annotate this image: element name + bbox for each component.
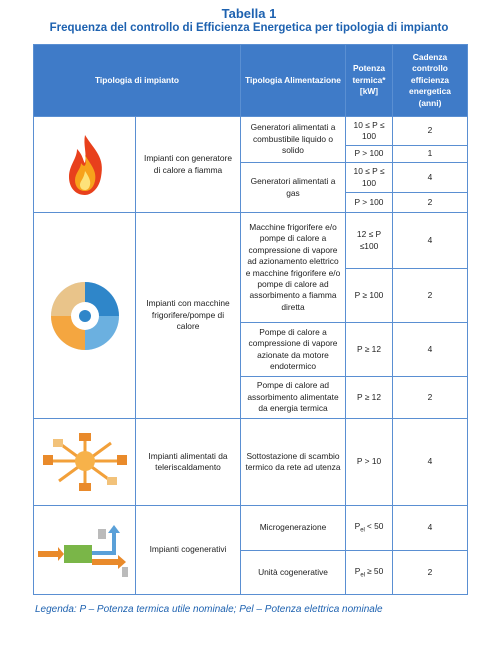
- alimentazione-cell: Sottostazione di scambio termico da rete…: [240, 418, 346, 506]
- cadenza-cell: 1: [392, 145, 468, 163]
- header-cell: Potenza termica* [kW]: [345, 44, 393, 117]
- subscript: el: [360, 572, 365, 579]
- cadenza-cell: 2: [392, 192, 468, 213]
- cadenza-cell: 2: [392, 268, 468, 323]
- cadenza-cell: 4: [392, 212, 468, 269]
- table-title: Tabella 1: [221, 6, 277, 21]
- flame-icon: [68, 134, 102, 195]
- potenza-cell: P ≥ 12: [345, 322, 393, 377]
- header-cell: Cadenza controllo efficienza energetica …: [392, 44, 468, 117]
- impianto-cell: Impianti cogenerativi: [135, 505, 241, 595]
- cadenza-cell: 4: [392, 322, 468, 377]
- table: Tipologia di impianto Tipologia Alimenta…: [33, 44, 468, 595]
- potenza-cell: 12 ≤ P ≤100: [345, 212, 393, 269]
- potenza-cell: Pel < 50: [345, 505, 393, 551]
- header-cell: Tipologia Alimentazione: [240, 44, 346, 117]
- potenza-cell: 10 ≤ P ≤ 100: [345, 162, 393, 193]
- alimentazione-cell: Pompe di calore a compressione di vapore…: [240, 322, 346, 377]
- alimentazione-cell: Generatori alimentati a combustibile liq…: [240, 116, 346, 163]
- alimentazione-cell: Pompe di calore ad assorbimento alimenta…: [240, 376, 346, 419]
- alimentazione-cell: Unità cogenerative: [240, 550, 346, 595]
- icon-cell: [33, 212, 136, 419]
- legend: Legenda: P – Potenza termica utile nomin…: [35, 604, 383, 615]
- potenza-cell: Pel ≥ 50: [345, 550, 393, 595]
- cadenza-cell: 4: [392, 505, 468, 551]
- heatpump-icon: [50, 281, 119, 350]
- potenza-cell: P > 10: [345, 418, 393, 506]
- condition: < 50: [366, 521, 384, 532]
- potenza-cell: P ≥ 100: [345, 268, 393, 323]
- symbol: P: [354, 521, 361, 532]
- impianto-cell: Impianti con macchine frigorifere/pompe …: [135, 212, 241, 419]
- alimentazione-cell: Macchine frigorifere e/o pompe di calore…: [240, 212, 346, 323]
- potenza-cell: 10 ≤ P ≤ 100: [345, 116, 393, 146]
- cadenza-cell: 2: [392, 116, 468, 146]
- symbol: P: [354, 565, 361, 576]
- header-cell: Tipologia di impianto: [33, 44, 241, 117]
- table-subtitle: Frequenza del controllo di Efficienza En…: [49, 22, 449, 34]
- alimentazione-cell: Microgenerazione: [240, 505, 346, 551]
- impianto-cell: Impianti con generatore di calore a fiam…: [135, 116, 241, 213]
- potenza-cell: P > 100: [345, 145, 393, 163]
- icon-cell: [33, 505, 136, 595]
- condition: ≥ 50: [367, 565, 384, 576]
- cadenza-cell: 2: [392, 550, 468, 595]
- subscript: el: [360, 527, 365, 534]
- cadenza-cell: 4: [392, 162, 468, 193]
- cadenza-cell: 2: [392, 376, 468, 419]
- cogeneration-icon: [38, 525, 128, 577]
- impianto-cell: Impianti alimentati da teleriscaldamento: [135, 418, 241, 506]
- alimentazione-cell: Generatori alimentati a gas: [240, 162, 346, 213]
- icon-cell: [33, 116, 136, 213]
- district-heating-icon: [42, 433, 127, 491]
- potenza-cell: P ≥ 12: [345, 376, 393, 419]
- cadenza-cell: 4: [392, 418, 468, 506]
- potenza-cell: P > 100: [345, 192, 393, 213]
- icon-cell: [33, 418, 136, 506]
